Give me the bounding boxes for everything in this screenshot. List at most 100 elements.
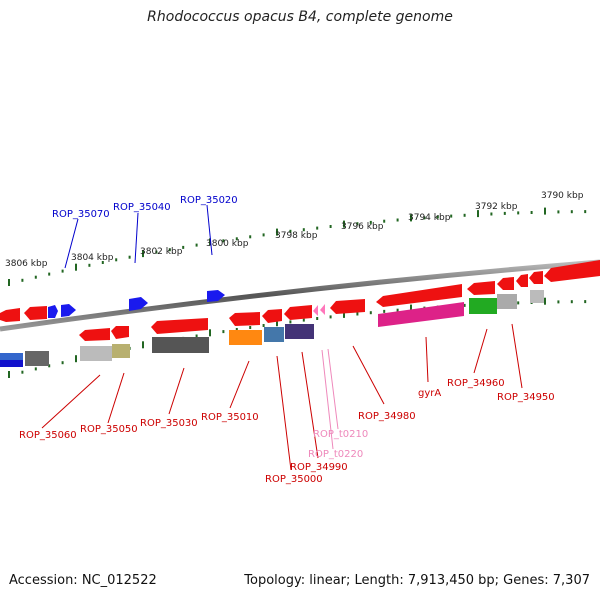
scale-label: 3790 kbp	[541, 191, 584, 201]
scale-label: 3792 kbp	[475, 202, 518, 212]
gene-arrow[interactable]	[497, 277, 514, 290]
gene-label[interactable]: ROP_34960	[447, 378, 505, 389]
minor-tick	[115, 258, 118, 262]
minor-tick	[490, 212, 493, 216]
feature-box[interactable]	[152, 337, 209, 353]
gene-label[interactable]: ROP_35070	[52, 209, 110, 220]
minor-tick	[182, 245, 185, 249]
gene-label[interactable]: ROP_t0220	[308, 449, 363, 460]
gene-arrow[interactable]	[61, 304, 76, 317]
minor-tick	[557, 300, 560, 304]
minor-tick	[61, 269, 64, 273]
minor-tick	[329, 315, 332, 319]
feature-box[interactable]	[497, 294, 517, 309]
feature-box[interactable]	[530, 290, 544, 303]
gene-label[interactable]: ROP_35050	[80, 424, 138, 435]
gene-label[interactable]: ROP_35060	[19, 430, 77, 441]
gene-arrow[interactable]	[24, 306, 47, 320]
major-tick	[343, 220, 345, 228]
gene-arrow[interactable]	[129, 297, 148, 311]
minor-tick	[584, 300, 587, 304]
gene-arrow[interactable]	[0, 308, 20, 322]
leader-line	[107, 372, 125, 424]
minor-tick	[517, 301, 520, 305]
leader-line	[321, 349, 334, 450]
minor-tick	[155, 250, 158, 254]
map-title: Rhodococcus opacus B4, complete genome	[147, 9, 453, 25]
gene-arrow[interactable]	[284, 305, 312, 320]
trna-arrow[interactable]	[320, 304, 325, 315]
feature-box[interactable]	[264, 327, 284, 342]
feature-box[interactable]	[112, 344, 130, 358]
minor-tick	[517, 211, 520, 215]
accession-text: Accession: NC_012522	[9, 573, 157, 588]
minor-tick	[356, 312, 359, 316]
major-tick	[8, 371, 10, 378]
leader-line	[276, 355, 292, 471]
minor-tick	[383, 219, 386, 223]
minor-tick	[21, 278, 24, 282]
scale-label: 3796 kbp	[341, 222, 384, 232]
minor-tick	[249, 326, 252, 329]
feature-box[interactable]	[25, 351, 49, 366]
major-tick	[276, 319, 278, 327]
gene-arrow[interactable]	[79, 328, 110, 341]
minor-tick	[450, 214, 453, 218]
gene-arrow[interactable]	[48, 305, 58, 318]
scale-label: 3802 kbp	[140, 247, 183, 257]
leader-line	[168, 367, 185, 415]
gene-label[interactable]: ROP_34950	[497, 392, 555, 403]
leader-line	[301, 351, 319, 459]
minor-tick	[235, 328, 238, 331]
major-tick	[209, 329, 211, 337]
minor-tick	[463, 213, 466, 217]
major-tick	[142, 341, 144, 349]
gene-label[interactable]: ROP_35010	[201, 412, 259, 423]
gene-arrow[interactable]	[330, 299, 365, 314]
minor-tick	[369, 220, 372, 224]
gene-label[interactable]: ROP_34990	[290, 462, 348, 473]
minor-tick	[34, 367, 37, 371]
scale-label: 3798 kbp	[275, 231, 318, 241]
gene-arrow[interactable]	[516, 274, 528, 287]
major-tick	[477, 210, 479, 218]
gene-arrow[interactable]	[376, 284, 462, 307]
gene-label[interactable]: ROP_35000	[265, 474, 323, 485]
feature-box[interactable]	[229, 330, 262, 345]
scale-label: 3800 kbp	[206, 239, 249, 249]
feature-box[interactable]	[285, 324, 314, 339]
feature-box[interactable]	[378, 302, 464, 327]
gene-arrow[interactable]	[229, 312, 260, 326]
feature-box[interactable]	[0, 360, 23, 367]
minor-tick	[168, 248, 171, 252]
gene-label[interactable]: ROP_34980	[358, 411, 416, 422]
minor-tick	[302, 228, 305, 232]
gene-label[interactable]: ROP_35020	[180, 195, 238, 206]
gene-label[interactable]: ROP_t0210	[313, 429, 368, 440]
feature-box[interactable]	[80, 346, 112, 361]
gene-arrow[interactable]	[529, 271, 543, 284]
minor-tick	[503, 211, 506, 215]
gene-arrow[interactable]	[467, 281, 495, 295]
leader-line	[425, 336, 429, 383]
minor-tick	[289, 229, 292, 233]
minor-tick	[423, 216, 426, 220]
gene-label[interactable]: ROP_35040	[113, 202, 171, 213]
minor-tick	[302, 318, 305, 322]
gene-arrow[interactable]	[207, 290, 225, 302]
major-tick	[8, 279, 10, 286]
gene-label[interactable]: gyrA	[418, 388, 441, 399]
gene-arrow[interactable]	[111, 326, 129, 339]
feature-box[interactable]	[469, 298, 497, 314]
major-tick	[343, 310, 345, 318]
minor-tick	[396, 308, 399, 312]
minor-tick	[289, 320, 292, 324]
major-tick	[142, 250, 144, 258]
gene-label[interactable]: ROP_35030	[140, 418, 198, 429]
trna-arrow[interactable]	[313, 305, 318, 316]
gene-arrow[interactable]	[262, 309, 282, 323]
gene-arrow[interactable]	[544, 260, 600, 282]
leader-line	[511, 323, 523, 389]
gene-arrow[interactable]	[151, 318, 208, 334]
